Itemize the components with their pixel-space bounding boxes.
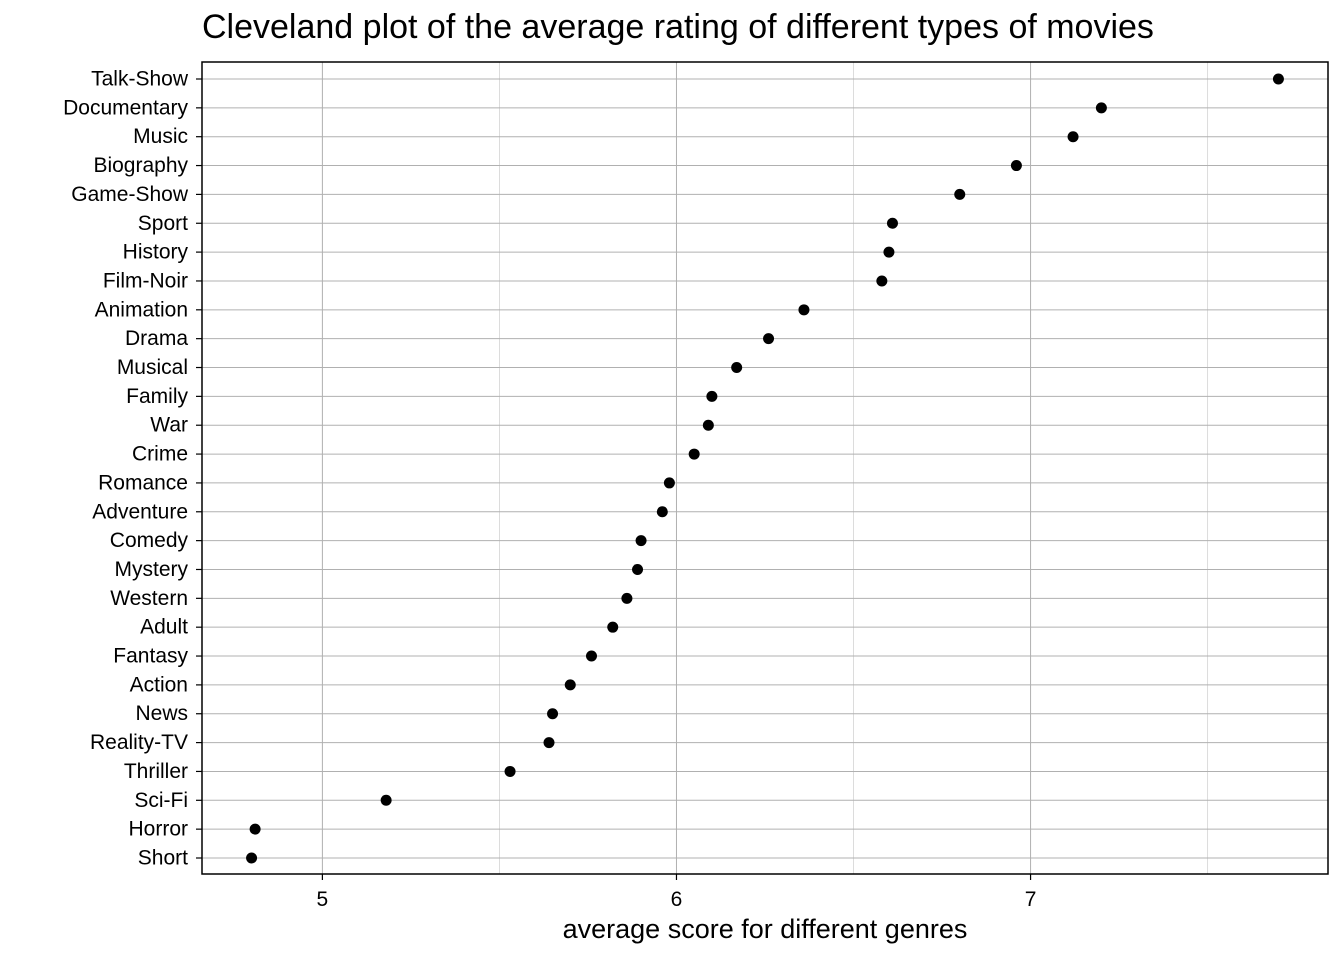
data-point [731, 362, 743, 374]
data-point [688, 448, 700, 460]
y-tick-label: Documentary [63, 96, 188, 119]
y-tick-label: Adventure [92, 500, 188, 523]
data-point [1067, 131, 1079, 143]
data-point [706, 390, 718, 402]
data-point [380, 794, 392, 806]
data-point [954, 188, 966, 200]
data-point [886, 217, 898, 229]
y-axis: Talk-Show Documentary Music Biography Game-S… [63, 68, 202, 870]
y-tick-label: Western [110, 587, 188, 610]
y-tick-label: Musical [117, 356, 188, 379]
x-tick-label: 6 [671, 888, 683, 911]
data-point [763, 333, 775, 345]
data-point [798, 304, 810, 316]
y-tick-label: Biography [93, 154, 188, 177]
y-tick-label: Action [130, 673, 188, 696]
y-tick-label: Sci-Fi [134, 789, 188, 812]
y-tick-label: Adult [140, 616, 188, 639]
data-point [543, 737, 555, 749]
data-point [656, 506, 668, 518]
panel-border [201, 61, 1329, 875]
data-point [1272, 73, 1284, 85]
y-tick-label: Crime [132, 443, 188, 466]
data-points [246, 73, 1284, 864]
data-point [564, 679, 576, 691]
y-tick-label: Romance [98, 471, 188, 494]
y-tick-label: Game-Show [71, 183, 189, 206]
y-tick-label: Thriller [124, 760, 188, 783]
y-tick-label: Reality-TV [90, 731, 188, 754]
data-point [621, 592, 633, 604]
y-tick-label: Family [126, 385, 188, 408]
y-tick-label: War [150, 414, 188, 437]
y-tick-label: Animation [95, 298, 188, 321]
y-tick-label: Comedy [110, 529, 189, 552]
y-tick-label: Sport [138, 212, 188, 235]
x-tick-label: 5 [317, 888, 329, 911]
y-tick-label: Film-Noir [103, 269, 188, 292]
y-tick-label: Mystery [115, 558, 189, 581]
y-tick-label: History [123, 241, 189, 264]
data-point [547, 708, 559, 720]
data-point [246, 852, 258, 864]
data-point [1095, 102, 1107, 114]
data-point [632, 563, 644, 575]
data-point [883, 246, 895, 258]
x-tick-label: 7 [1025, 888, 1037, 911]
data-point [663, 477, 675, 489]
y-tick-label: Short [138, 847, 188, 870]
data-point [1010, 160, 1022, 172]
x-axis: 5 6 7 [317, 874, 1037, 911]
data-point [607, 621, 619, 633]
y-tick-label: Fantasy [113, 645, 188, 668]
y-tick-label: News [135, 702, 188, 725]
grid-lines [202, 62, 1328, 874]
data-point [585, 650, 597, 662]
y-tick-label: Drama [125, 327, 188, 350]
data-point [702, 419, 714, 431]
y-tick-label: Music [133, 125, 188, 148]
data-point [876, 275, 888, 287]
data-point [635, 535, 647, 547]
x-axis-label: average score for different genres [562, 914, 968, 944]
chart-title: Cleveland plot of the average rating of … [202, 8, 1154, 46]
data-point [249, 823, 261, 835]
y-tick-label: Horror [128, 818, 188, 841]
y-tick-label: Talk-Show [91, 68, 189, 91]
data-point [504, 765, 516, 777]
